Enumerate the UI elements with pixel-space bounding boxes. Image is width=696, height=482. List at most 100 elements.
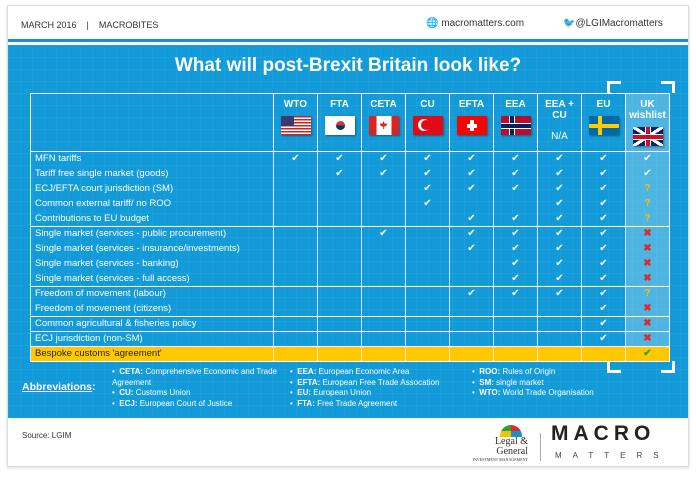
check-icon: ✔ — [511, 243, 520, 254]
cell — [317, 226, 362, 242]
cell — [493, 346, 538, 362]
twitter-link[interactable]: 🐦@LGIMacromatters — [563, 18, 663, 29]
cell — [405, 271, 450, 287]
uk-bracket-tr — [661, 81, 675, 93]
cell — [273, 196, 318, 212]
column-header-ceta: CETA — [361, 93, 406, 152]
cell — [361, 316, 406, 332]
cell — [537, 301, 582, 317]
uk-bracket-tl — [607, 81, 621, 93]
abbreviation-item: • SM: single market — [472, 377, 544, 387]
turkey-flag-icon — [412, 116, 443, 135]
row-label: Contributions to EU budget — [30, 211, 274, 227]
cell: ✔ — [493, 151, 538, 167]
cell: ✖ — [625, 271, 670, 287]
row-label: Bespoke customs 'agreement' — [30, 346, 274, 362]
cell — [405, 226, 450, 242]
cell — [317, 181, 362, 197]
infographic-card: MARCH 2016 | MACROBITES 🌐 macromatters.c… — [7, 5, 689, 467]
cell: ✔ — [493, 181, 538, 197]
cell — [273, 331, 318, 347]
check-icon: ✔ — [599, 302, 608, 314]
check-icon: ✔ — [511, 258, 520, 269]
check-icon: ✔ — [467, 212, 476, 224]
cell: ✔ — [581, 151, 626, 167]
cell: ? — [625, 286, 670, 302]
table-row: Single market (services - insurance/inve… — [30, 241, 670, 257]
globe-icon: 🌐 — [426, 18, 439, 29]
check-icon: ✔ — [599, 243, 608, 254]
check-icon: ✔ — [379, 168, 388, 179]
column-label: UK wishlist — [629, 99, 666, 121]
cell — [405, 316, 450, 332]
table-row: Bespoke customs 'agreement' ✔ — [30, 346, 670, 362]
column-label: EFTA — [458, 99, 485, 110]
cell: ✔ — [581, 226, 626, 242]
green-check-icon: ✔ — [643, 348, 652, 359]
check-icon: ✔ — [555, 183, 564, 194]
cell: ✔ — [581, 166, 626, 182]
website-link[interactable]: 🌐 macromatters.com — [426, 18, 525, 29]
check-icon: ✔ — [599, 168, 608, 179]
cell — [361, 346, 406, 362]
abbreviations-col-3: • ROO: Rules of Origin • SM: single marke… — [472, 367, 672, 399]
cell: ✔ — [537, 241, 582, 257]
cell — [405, 241, 450, 257]
cell: ✔ — [361, 151, 406, 167]
cell — [361, 241, 406, 257]
question-icon: ? — [644, 288, 651, 300]
cell — [361, 196, 406, 212]
cell — [273, 226, 318, 242]
question-icon: ? — [644, 212, 651, 224]
cell: ✖ — [625, 256, 670, 272]
cell: ✔ — [581, 301, 626, 317]
cell: ✔ — [581, 241, 626, 257]
macro-matters-subtitle: MATTERS — [555, 451, 670, 460]
check-icon: ✔ — [511, 183, 520, 194]
macro-matters-logo: MACRO — [551, 422, 656, 445]
column-header-eea-cu: EEA + CU N/A — [537, 93, 582, 152]
row-label: Freedom of movement (citizens) — [30, 301, 274, 317]
twitter-icon: 🐦 — [563, 18, 576, 29]
check-icon: ✔ — [291, 153, 300, 165]
row-label: Single market (services - insurance/inve… — [30, 241, 274, 257]
table-row: ECJ/EFTA court jurisdiction (SM) ✔ ✔ ✔ ✔ ✔? — [30, 181, 670, 197]
cross-icon: ✖ — [643, 258, 652, 269]
check-icon: ✔ — [555, 258, 564, 269]
cell: ✔ — [625, 151, 670, 167]
check-icon: ✔ — [423, 168, 432, 179]
check-icon: ✔ — [423, 198, 432, 209]
check-icon: ✔ — [511, 168, 520, 179]
check-icon: ✔ — [423, 183, 432, 194]
cross-icon: ✖ — [643, 302, 652, 314]
usa-flag-icon — [280, 116, 311, 135]
cell — [361, 301, 406, 317]
cell: ✔ — [537, 226, 582, 242]
check-icon: ✔ — [555, 212, 564, 224]
cell — [405, 256, 450, 272]
cell: ✔ — [581, 211, 626, 227]
separator: | — [86, 20, 89, 30]
cell: ? — [625, 181, 670, 197]
cross-icon: ✖ — [643, 243, 652, 254]
check-icon: ✔ — [555, 168, 564, 179]
cell: ? — [625, 196, 670, 212]
series-name: MACROBITES — [98, 20, 159, 30]
check-icon: ✔ — [599, 212, 608, 224]
column-header-eea: EEA — [493, 93, 538, 152]
cell: ✔ — [405, 166, 450, 182]
cell — [449, 196, 494, 212]
cell: ✔ — [493, 271, 538, 287]
cell — [361, 256, 406, 272]
cell: ✔ — [493, 256, 538, 272]
row-label: Single market (services - banking) — [30, 256, 274, 272]
cell: ✔ — [493, 226, 538, 242]
uk-bracket-bl — [607, 361, 621, 373]
cell: ✔ — [625, 166, 670, 182]
cell: ✔ — [317, 166, 362, 182]
check-icon: ✔ — [379, 153, 388, 165]
norway-flag-icon — [500, 116, 531, 135]
check-icon: ✔ — [511, 272, 520, 284]
abbreviation-item: • FTA: Free Trade Agreement — [290, 398, 398, 408]
table-row: Single market (services - full access) ✔ ✔… — [30, 271, 670, 287]
